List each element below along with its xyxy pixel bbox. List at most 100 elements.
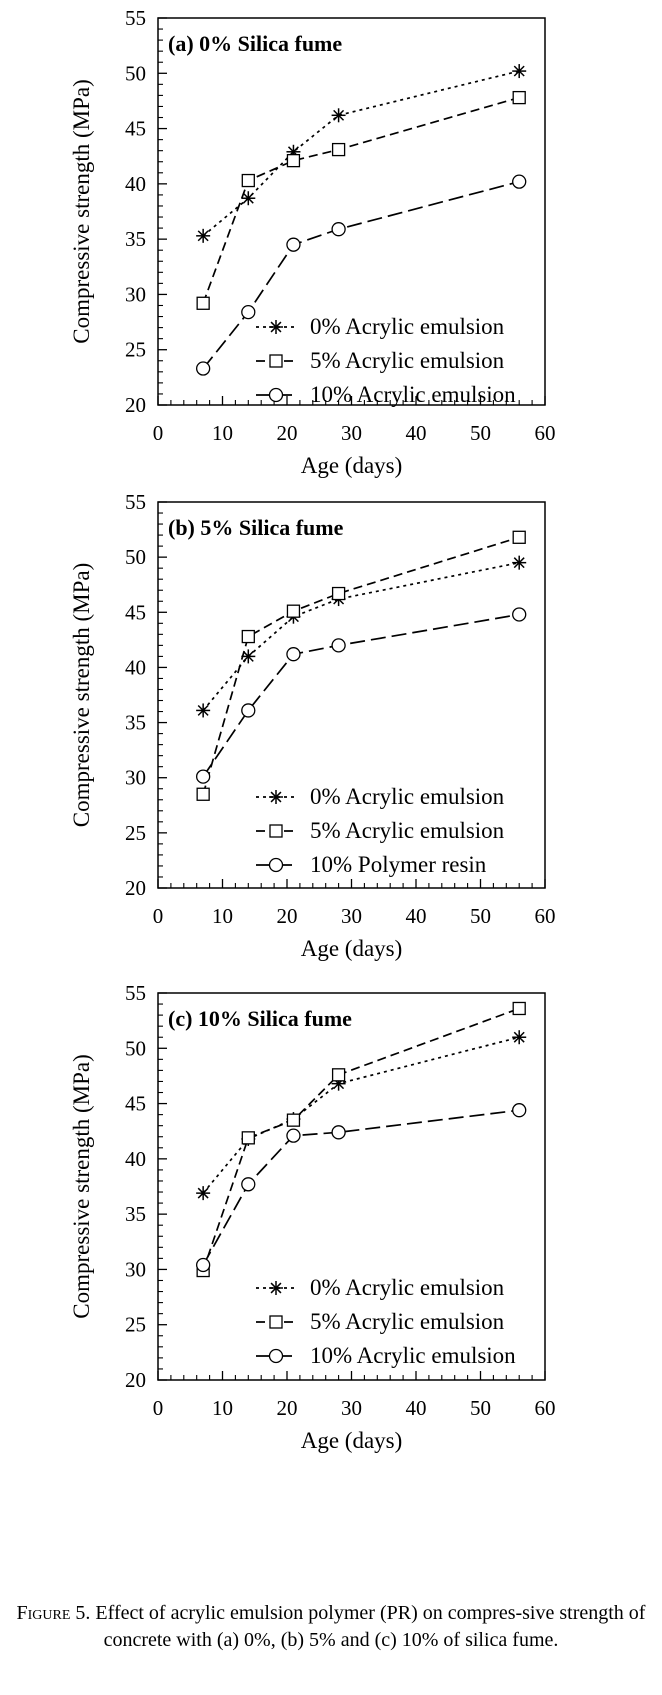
data-point bbox=[331, 142, 346, 157]
data-point bbox=[241, 173, 255, 188]
legend-marker bbox=[269, 1315, 283, 1329]
data-point bbox=[196, 787, 210, 801]
data-point bbox=[512, 90, 526, 105]
y-tick-label: 50 bbox=[125, 1036, 146, 1060]
x-tick-label: 10 bbox=[212, 904, 233, 928]
x-tick-label: 30 bbox=[341, 1396, 362, 1420]
x-axis-label: Age (days) bbox=[301, 936, 403, 961]
panel-title: (c) 10% Silica fume bbox=[168, 1006, 352, 1031]
legend-label: 0% Acrylic emulsion bbox=[310, 784, 505, 809]
data-point bbox=[512, 1103, 527, 1118]
legend-marker bbox=[268, 1348, 284, 1364]
x-tick-label: 10 bbox=[212, 1396, 233, 1420]
y-tick-label: 55 bbox=[125, 981, 146, 1005]
y-tick-label: 25 bbox=[125, 338, 146, 362]
data-point bbox=[512, 174, 527, 189]
data-point bbox=[286, 604, 301, 618]
y-tick-label: 50 bbox=[125, 545, 146, 569]
data-point bbox=[512, 530, 526, 544]
panel-a: 0 10 20 30 40 50 60 20 25 30 35 40 45 50 55 Age (days) C… bbox=[69, 6, 556, 478]
series-circle bbox=[195, 174, 527, 376]
panel-c: 0 10 20 30 40 50 60 20 25 30 35 40 45 50 55 Age (days) C… bbox=[69, 981, 556, 1453]
y-tick-label: 45 bbox=[125, 600, 146, 624]
legend-label: 5% Acrylic emulsion bbox=[310, 1309, 505, 1334]
data-point bbox=[512, 607, 527, 622]
data-point bbox=[195, 769, 211, 784]
x-tick-label: 20 bbox=[277, 1396, 298, 1420]
data-point bbox=[241, 1131, 255, 1145]
x-tick-label: 60 bbox=[535, 904, 556, 928]
y-axis-label: Compressive strength (MPa) bbox=[69, 563, 94, 827]
legend-marker bbox=[268, 857, 284, 873]
x-tick-label: 30 bbox=[341, 421, 362, 445]
data-point bbox=[331, 1125, 346, 1140]
y-tick-label: 45 bbox=[125, 1092, 146, 1116]
data-point bbox=[241, 1177, 256, 1192]
x-tick-label: 20 bbox=[277, 421, 298, 445]
x-tick-label: 50 bbox=[470, 904, 491, 928]
y-tick-label: 35 bbox=[125, 1202, 146, 1226]
x-tick-label: 60 bbox=[535, 1396, 556, 1420]
x-tick-label: 50 bbox=[470, 1396, 491, 1420]
series-circle bbox=[195, 1103, 527, 1273]
data-point bbox=[196, 228, 211, 243]
data-point bbox=[286, 1128, 301, 1143]
y-tick-label: 40 bbox=[125, 1147, 146, 1171]
caption-label: Figure 5. bbox=[16, 1602, 91, 1624]
legend-label: 10% Acrylic emulsion bbox=[310, 382, 516, 407]
caption-text: Effect of acrylic emulsion polymer (PR) … bbox=[95, 1602, 646, 1651]
y-tick-label: 55 bbox=[125, 6, 146, 30]
y-tick-label: 40 bbox=[125, 655, 146, 679]
legend-marker bbox=[269, 790, 283, 804]
data-point bbox=[195, 361, 211, 376]
y-tick-label: 20 bbox=[125, 393, 146, 417]
data-point bbox=[512, 64, 527, 79]
panel-title: (b) 5% Silica fume bbox=[168, 515, 344, 540]
x-tick-label: 40 bbox=[406, 1396, 427, 1420]
data-point bbox=[331, 222, 346, 237]
data-point bbox=[241, 304, 256, 320]
legend-label: 0% Acrylic emulsion bbox=[310, 314, 505, 339]
series-line bbox=[202, 561, 520, 711]
figure-panels: 0 10 20 30 40 50 60 20 25 30 35 40 45 50 55 Age (days) C… bbox=[69, 6, 556, 1453]
y-tick-label: 35 bbox=[125, 711, 146, 735]
series-asterisk bbox=[196, 64, 527, 243]
x-axis-label: Age (days) bbox=[301, 1428, 403, 1453]
x-tick-label: 10 bbox=[212, 421, 233, 445]
data-point bbox=[241, 649, 256, 664]
y-tick-label: 55 bbox=[125, 490, 146, 514]
y-tick-label: 30 bbox=[125, 766, 146, 790]
data-point bbox=[512, 555, 527, 570]
data-point bbox=[286, 237, 301, 252]
legend: 0% Acrylic emulsion 5% Acrylic emulsion 10… bbox=[256, 314, 516, 407]
panel-b: 0 10 20 30 40 50 60 20 25 30 35 40 45 50 55 Age (days) C… bbox=[69, 490, 556, 961]
data-point bbox=[196, 703, 211, 718]
y-tick-label: 30 bbox=[125, 1257, 146, 1281]
y-tick-label: 20 bbox=[125, 876, 146, 900]
legend-label: 5% Acrylic emulsion bbox=[310, 348, 505, 373]
data-point bbox=[241, 629, 255, 644]
legend-label: 10% Polymer resin bbox=[310, 852, 487, 877]
legend: 0% Acrylic emulsion 5% Acrylic emulsion 10… bbox=[256, 1275, 516, 1368]
y-tick-label: 20 bbox=[125, 1368, 146, 1392]
y-axis-label: Compressive strength (MPa) bbox=[69, 1054, 94, 1318]
legend-label: 5% Acrylic emulsion bbox=[310, 818, 505, 843]
y-tick-label: 45 bbox=[125, 117, 146, 141]
series-line bbox=[202, 180, 520, 370]
series-line bbox=[202, 96, 520, 304]
legend: 0% Acrylic emulsion 5% Acrylic emulsion 10… bbox=[256, 784, 505, 877]
data-point bbox=[331, 586, 346, 601]
series-square bbox=[196, 530, 526, 801]
legend-marker bbox=[268, 387, 284, 403]
y-tick-label: 35 bbox=[125, 227, 146, 251]
x-axis-label: Age (days) bbox=[301, 453, 403, 478]
plot-frame bbox=[157, 17, 546, 406]
x-tick-label: 30 bbox=[341, 904, 362, 928]
legend-marker bbox=[269, 824, 283, 838]
data-point bbox=[196, 296, 210, 310]
data-point bbox=[512, 1001, 526, 1016]
y-axis-label: Compressive strength (MPa) bbox=[69, 79, 94, 343]
y-tick-label: 40 bbox=[125, 172, 146, 196]
data-point bbox=[286, 153, 301, 168]
x-tick-label: 0 bbox=[153, 1396, 164, 1420]
